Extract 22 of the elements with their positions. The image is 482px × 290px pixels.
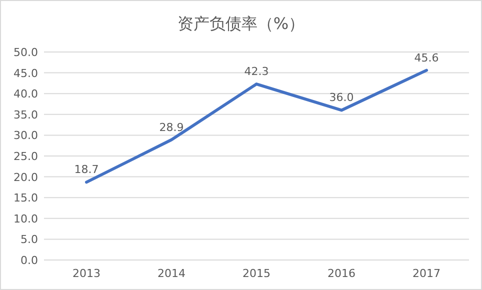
data-label: 36.0	[329, 91, 354, 104]
x-tick-label: 2013	[72, 267, 100, 280]
data-label: 42.3	[244, 65, 269, 78]
y-tick-label: 5.0	[20, 233, 38, 246]
y-tick-label: 20.0	[14, 170, 38, 184]
y-tick-label: 15.0	[14, 192, 38, 205]
x-tick-label: 2014	[158, 267, 186, 280]
x-tick-label: 2017	[412, 267, 440, 280]
y-tick-label: 45.0	[14, 66, 38, 80]
y-tick-label: 30.0	[14, 129, 38, 142]
title: 资产负债率（%）	[177, 14, 305, 33]
y-tick-label: 25.0	[14, 150, 38, 163]
x-tick-label: 2016	[328, 267, 356, 280]
y-tick-label: 50.0	[14, 46, 38, 59]
y-tick-label: 40.0	[14, 88, 38, 101]
data-label: 45.6	[414, 51, 439, 64]
data-label: 28.9	[159, 120, 184, 134]
data-label: 18.7	[74, 163, 99, 176]
y-tick-label: 0.0	[20, 254, 38, 267]
x-tick-label: 2015	[242, 267, 270, 280]
y-tick-label: 10.0	[14, 212, 38, 226]
y-tick-label: 35.0	[14, 108, 38, 122]
